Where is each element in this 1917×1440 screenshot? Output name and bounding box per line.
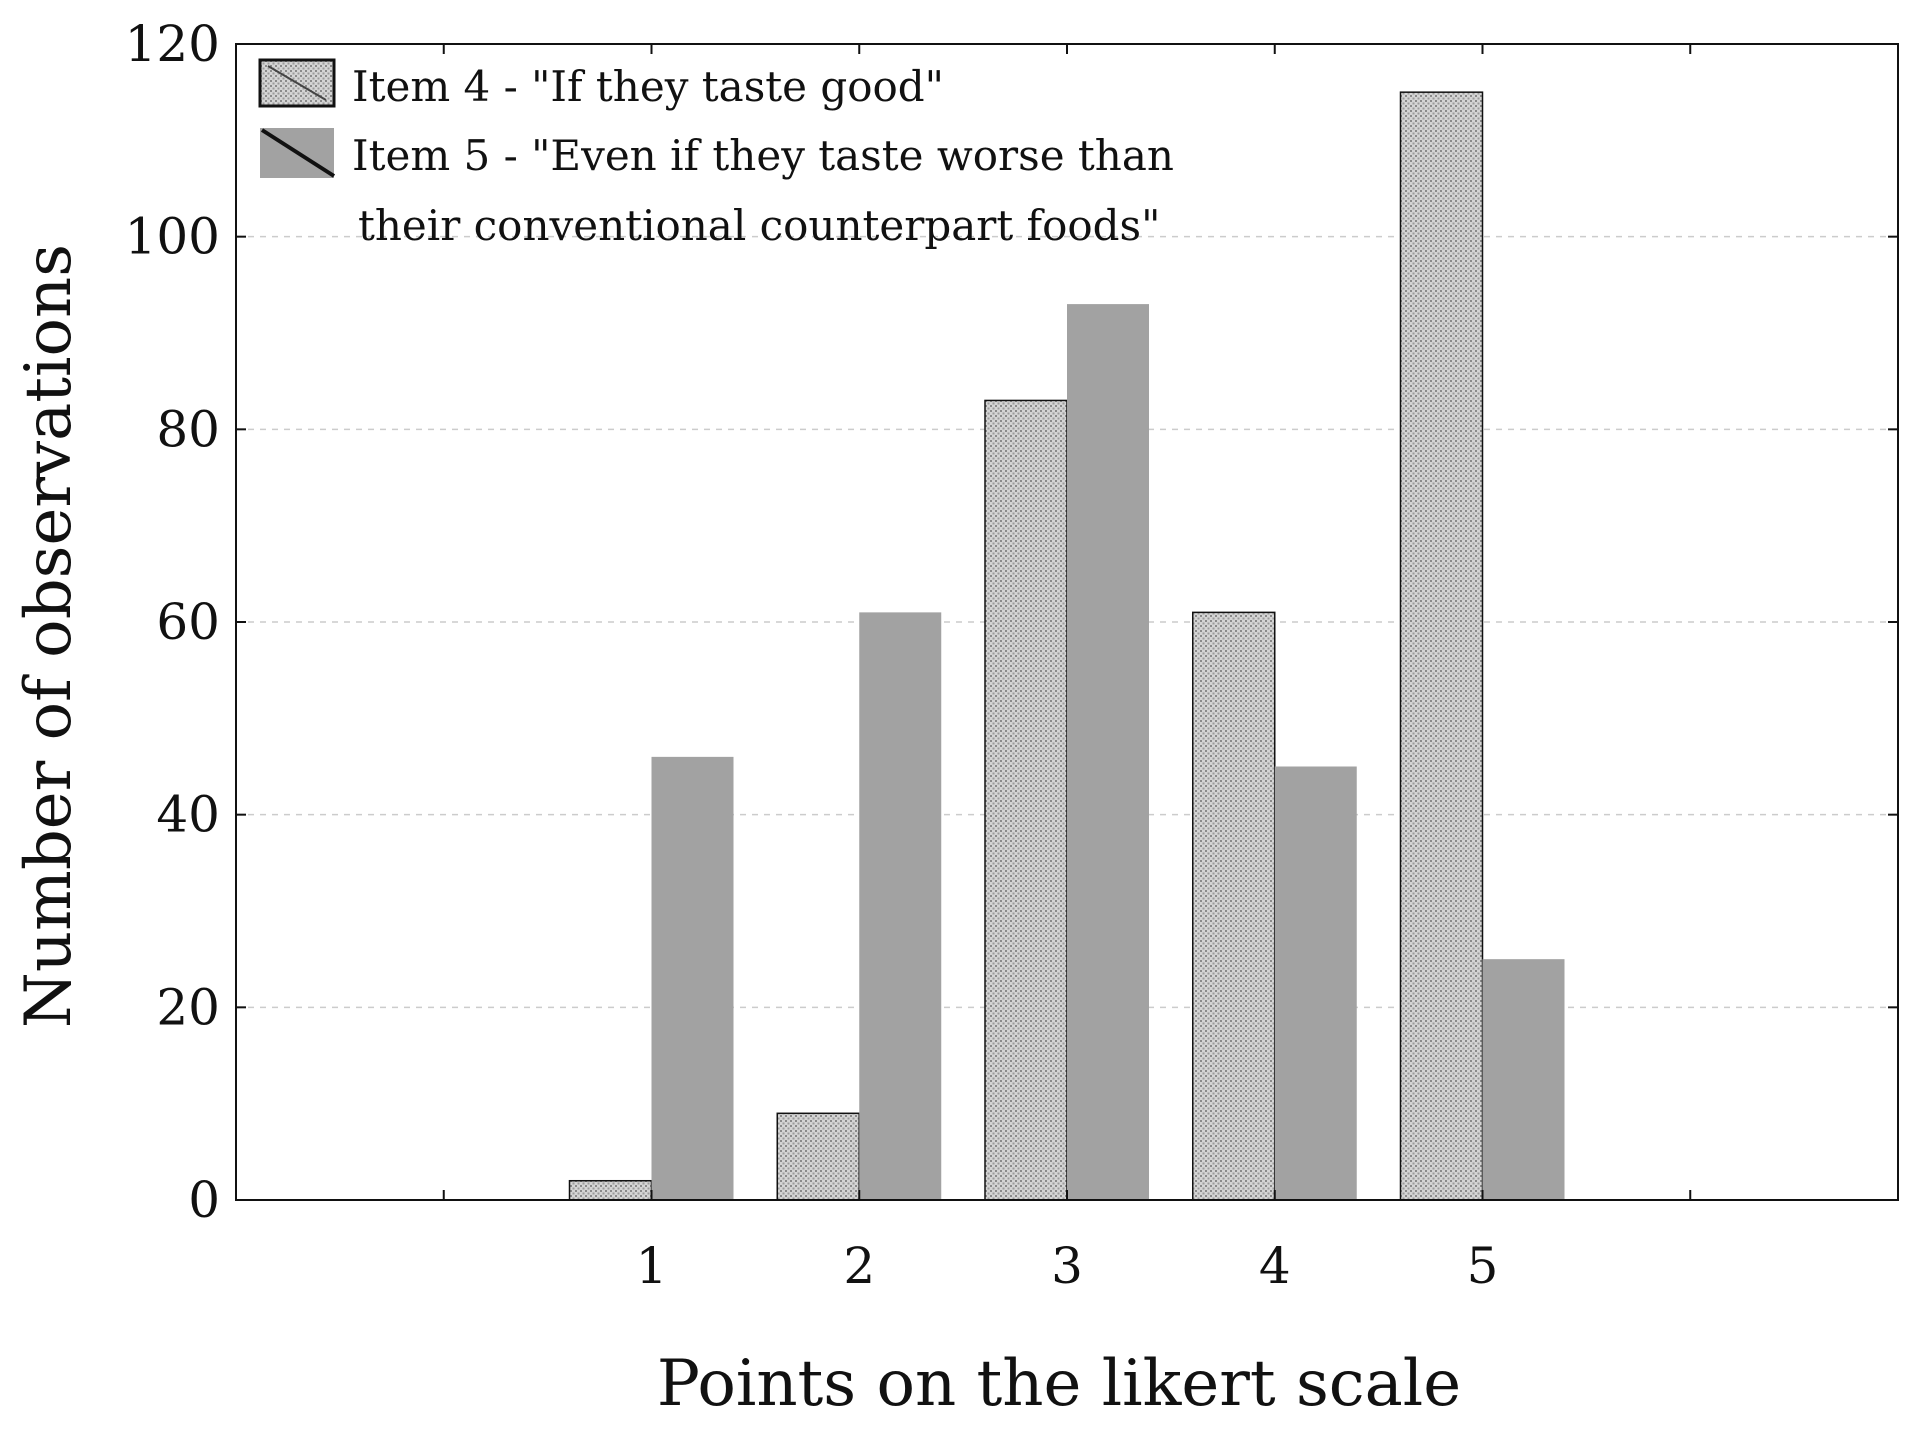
x-tick-labels: 1 2 3 4 5 (636, 1237, 1499, 1295)
bar-item4 (1399, 91, 1484, 1201)
y-tick-label: 60 (156, 593, 220, 651)
axis-ticks (236, 43, 1898, 1201)
bars (568, 91, 1565, 1201)
legend-label-item5: their conventional counterpart foods" (358, 201, 1160, 250)
legend-label-item4: Item 4 - "If they taste good" (352, 62, 944, 111)
bar-item4 (984, 399, 1068, 1201)
bar-item4 (1192, 611, 1276, 1201)
y-tick-labels: 0 20 40 60 80 100 120 (125, 15, 220, 1229)
x-axis-label: Points on the likert scale (657, 1347, 1461, 1421)
bar-item4 (776, 1112, 860, 1201)
y-tick-label: 20 (156, 978, 220, 1036)
bar-item5 (1274, 766, 1357, 1200)
bar-item4 (568, 1179, 653, 1201)
y-tick-label: 80 (156, 400, 220, 458)
y-tick-label: 40 (156, 786, 220, 844)
legend: Item 4 - "If they taste good" Item 5 - "E… (258, 58, 1174, 250)
x-tick-label: 2 (843, 1237, 875, 1295)
y-tick-label: 120 (125, 15, 220, 73)
x-tick-label: 1 (636, 1237, 668, 1295)
y-axis-label: Number of observations (12, 244, 86, 1028)
bar-item5 (1482, 959, 1565, 1200)
bar-item5 (1067, 304, 1149, 1201)
bar-item5 (651, 756, 734, 1200)
y-tick-label: 100 (125, 208, 220, 266)
legend-swatch-diagonal (260, 128, 336, 178)
legend-label-item5: Item 5 - "Even if they taste worse than (352, 131, 1174, 180)
y-tick-label: 0 (188, 1171, 220, 1229)
bar-item5 (859, 612, 942, 1200)
x-tick-label: 3 (1051, 1237, 1083, 1295)
x-tick-label: 5 (1467, 1237, 1499, 1295)
legend-swatch-diagonal (267, 65, 327, 101)
x-tick-label: 4 (1259, 1237, 1291, 1295)
